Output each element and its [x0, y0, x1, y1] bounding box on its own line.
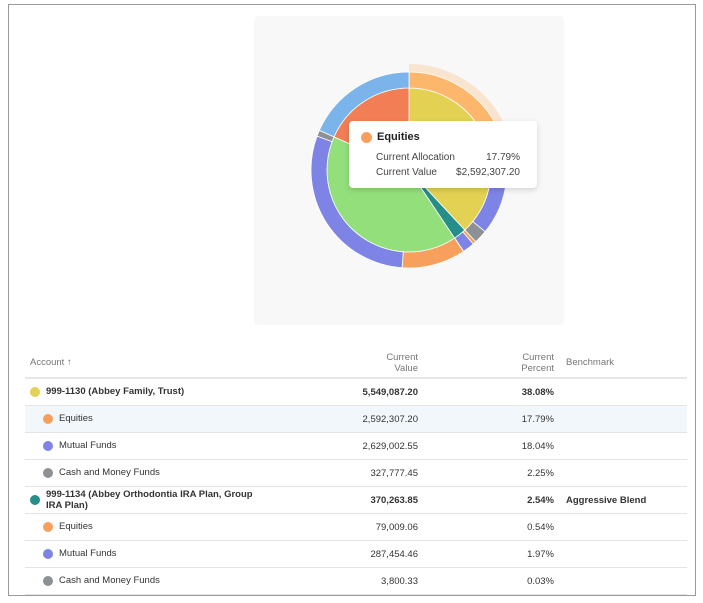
benchmark-cell — [554, 405, 687, 433]
account-cell: 999-1130 (Abbey Family, Trust) — [25, 378, 280, 406]
benchmark-cell — [554, 567, 687, 595]
allocation-table: Account ↑ Current Value Current Percent Be… — [25, 348, 687, 595]
account-name: 999-1130 (Abbey Family, Trust) — [46, 386, 185, 398]
tooltip-value: 17.79% — [486, 152, 520, 163]
legend-dot-icon — [43, 440, 53, 451]
account-name: Equities — [59, 521, 93, 533]
account-name: Equities — [59, 413, 93, 425]
benchmark-cell — [554, 432, 687, 460]
account-cell: Equities — [25, 405, 280, 433]
current-value-cell: 2,592,307.20 — [280, 405, 418, 433]
account-cell: Cash and Money Funds — [25, 567, 280, 595]
current-value-cell: 370,263.85 — [280, 486, 418, 514]
benchmark-cell — [554, 540, 687, 568]
account-row[interactable]: 999-1134 (Abbey Orthodontia IRA Plan, Gr… — [25, 486, 687, 514]
current-percent-cell: 1.97% — [418, 540, 554, 568]
current-percent-cell: 2.25% — [418, 459, 554, 487]
tooltip-label: Current Allocation — [376, 152, 455, 163]
column-header-current-value[interactable]: Current Value — [280, 348, 418, 379]
current-percent-cell: 17.79% — [418, 405, 554, 433]
asset-class-row[interactable]: Cash and Money Funds 3,800.33 0.03% — [25, 567, 687, 595]
legend-dot-icon — [43, 413, 53, 424]
account-name: Mutual Funds — [59, 440, 117, 452]
account-name: 999-1134 (Abbey Orthodontia IRA Plan, Gr… — [46, 489, 253, 511]
current-value-cell: 287,454.46 — [280, 540, 418, 568]
hover-halo — [409, 64, 505, 128]
benchmark-cell — [554, 378, 687, 406]
account-row[interactable]: 999-1130 (Abbey Family, Trust) 5,549,087… — [25, 378, 687, 406]
tooltip-label: Current Value — [376, 167, 437, 178]
current-percent-cell: 18.04% — [418, 432, 554, 460]
account-name: Cash and Money Funds — [59, 575, 160, 587]
current-value-cell: 327,777.45 — [280, 459, 418, 487]
benchmark-cell: Aggressive Blend — [554, 486, 687, 514]
benchmark-cell — [554, 459, 687, 487]
tooltip-color-dot — [361, 132, 372, 143]
column-header-benchmark[interactable]: Benchmark — [554, 348, 687, 379]
current-percent-cell: 0.03% — [418, 567, 554, 595]
account-cell: Mutual Funds — [25, 432, 280, 460]
current-percent-cell: 2.54% — [418, 486, 554, 514]
current-value-cell: 3,800.33 — [280, 567, 418, 595]
benchmark-cell — [554, 513, 687, 541]
legend-dot-icon — [43, 575, 53, 586]
current-percent-cell: 0.54% — [418, 513, 554, 541]
asset-class-row[interactable]: Mutual Funds 287,454.46 1.97% — [25, 540, 687, 568]
asset-class-row[interactable]: Mutual Funds 2,629,002.55 18.04% — [25, 432, 687, 460]
current-value-cell: 2,629,002.55 — [280, 432, 418, 460]
tooltip-row: Current Value $2,592,307.20 — [376, 167, 520, 178]
column-header-account[interactable]: Account ↑ — [25, 348, 280, 379]
asset-class-row[interactable]: Equities 79,009.06 0.54% — [25, 513, 687, 541]
tooltip-row: Current Allocation 17.79% — [376, 152, 520, 163]
asset-class-row[interactable]: Equities 2,592,307.20 17.79% — [25, 405, 687, 433]
legend-dot-icon — [43, 548, 53, 559]
legend-dot-icon — [30, 386, 40, 397]
account-cell: Equities — [25, 513, 280, 541]
current-value-cell: 5,549,087.20 — [280, 378, 418, 406]
legend-dot-icon — [43, 467, 53, 478]
legend-dot-icon — [43, 521, 53, 532]
asset-class-row[interactable]: Cash and Money Funds 327,777.45 2.25% — [25, 459, 687, 487]
account-cell: 999-1134 (Abbey Orthodontia IRA Plan, Gr… — [25, 486, 280, 514]
account-name: Mutual Funds — [59, 548, 117, 560]
outer-ring-slice[interactable] — [318, 71, 410, 138]
legend-dot-icon — [30, 495, 40, 505]
tooltip-value: $2,592,307.20 — [456, 167, 520, 178]
account-name: Cash and Money Funds — [59, 467, 160, 479]
current-percent-cell: 38.08% — [418, 378, 554, 406]
column-header-current-percent[interactable]: Current Percent — [418, 348, 554, 379]
current-value-cell: 79,009.06 — [280, 513, 418, 541]
account-cell: Mutual Funds — [25, 540, 280, 568]
chart-tooltip: Equities Current Allocation 17.79% Curren… — [349, 121, 537, 188]
tooltip-title: Equities — [377, 131, 420, 143]
account-cell: Cash and Money Funds — [25, 459, 280, 487]
